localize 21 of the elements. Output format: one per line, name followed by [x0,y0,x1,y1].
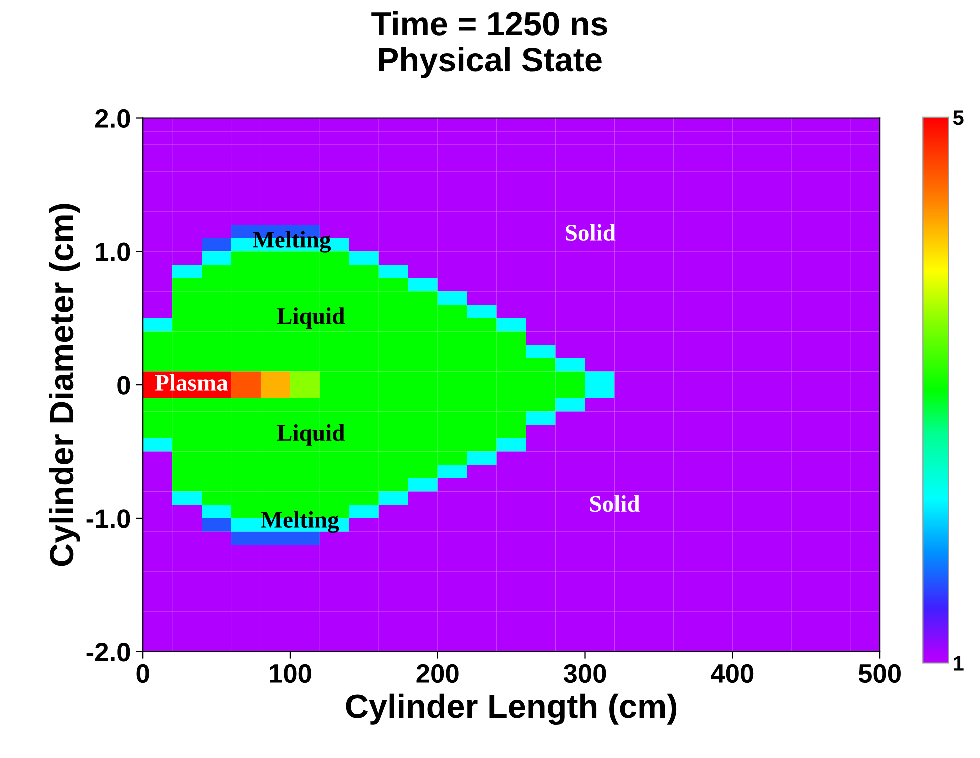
annotation: Solid [590,495,640,512]
x-tick-label: 300 [564,664,606,684]
x-axis-title: Cylinder Length (cm) [346,694,677,726]
annotation: Liquid [277,424,345,446]
y-tick-label: 0 [118,376,130,395]
annotation: Liquid [277,308,345,330]
color-bar-label: 1 [954,656,964,671]
y-tick-label: 1.0 [96,242,130,262]
y-axis-title: Cylinder Diameter (cm) [49,204,80,566]
color-bar-label: 5 [953,110,964,126]
annotation: Plasma [155,374,228,391]
chart-title: Time = 1250 ns Physical State [372,11,608,78]
x-tick-label: 0 [136,664,150,684]
y-tick-label: -1.0 [86,510,130,528]
y-tick-label: -2.0 [86,643,130,662]
x-tick-label: 400 [711,664,754,684]
x-tick-label: 200 [416,664,459,684]
y-tick-label: 2.0 [96,109,130,128]
x-tick-label: 100 [270,664,312,684]
x-tick-label: 500 [858,664,901,684]
annotation: Solid [566,224,616,242]
